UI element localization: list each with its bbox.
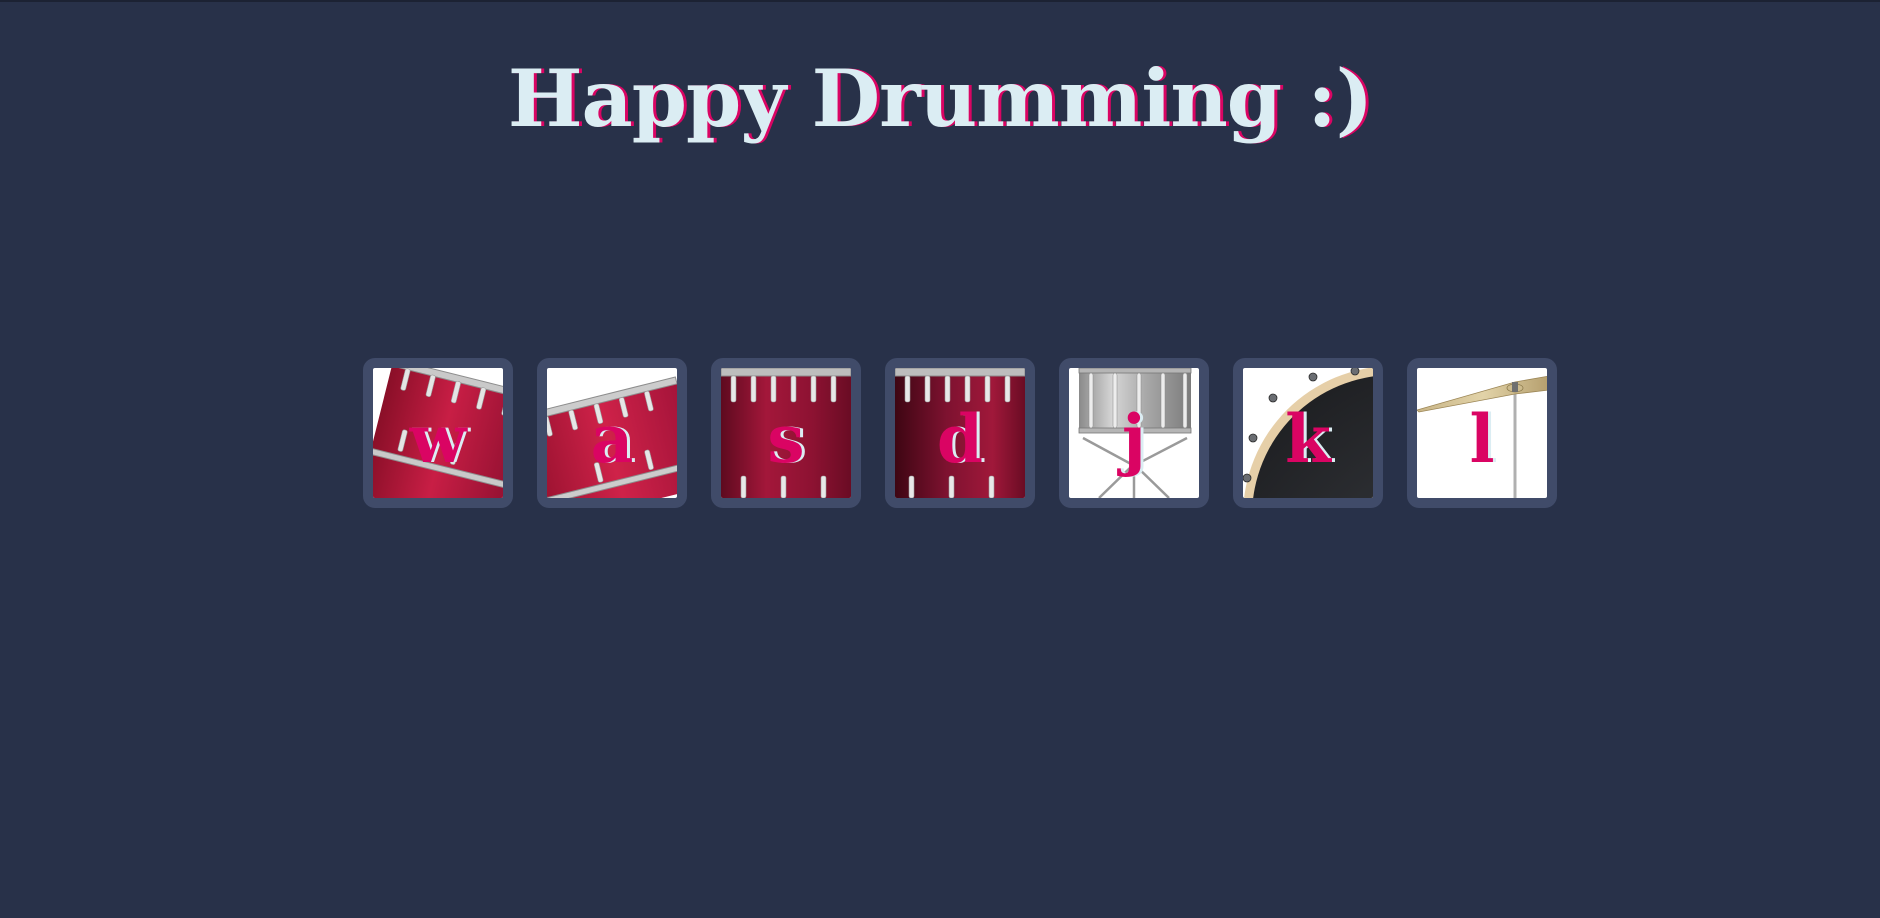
drum-button-l[interactable]: l bbox=[1407, 358, 1557, 508]
page-title: Happy Drumming :) bbox=[507, 52, 1373, 145]
drum-set: w bbox=[363, 358, 1557, 508]
drum-key-label: s bbox=[767, 400, 805, 478]
drum-key-label: d bbox=[936, 400, 984, 478]
drum-key-label: k bbox=[1285, 400, 1331, 478]
drum-button-d[interactable]: d bbox=[885, 358, 1035, 508]
drum-key-label: j bbox=[1122, 400, 1146, 478]
kick-bass-icon bbox=[1243, 368, 1373, 498]
tom-2-icon bbox=[547, 376, 677, 498]
crash-cymbal-icon bbox=[1417, 375, 1547, 498]
drum-button-s[interactable]: s bbox=[711, 358, 861, 508]
tom-1-icon bbox=[373, 368, 503, 498]
drum-button-w[interactable]: w bbox=[363, 358, 513, 508]
snare-icon bbox=[1078, 368, 1192, 498]
drum-button-j[interactable]: j bbox=[1059, 358, 1209, 508]
drum-key-label: l bbox=[1469, 400, 1495, 478]
drum-key-label: w bbox=[409, 400, 467, 478]
drum-button-k[interactable]: k bbox=[1233, 358, 1383, 508]
tom-4-icon bbox=[895, 368, 1025, 498]
drum-button-a[interactable]: a bbox=[537, 358, 687, 508]
tom-3-icon bbox=[721, 368, 851, 498]
drum-key-label: a bbox=[590, 400, 634, 478]
